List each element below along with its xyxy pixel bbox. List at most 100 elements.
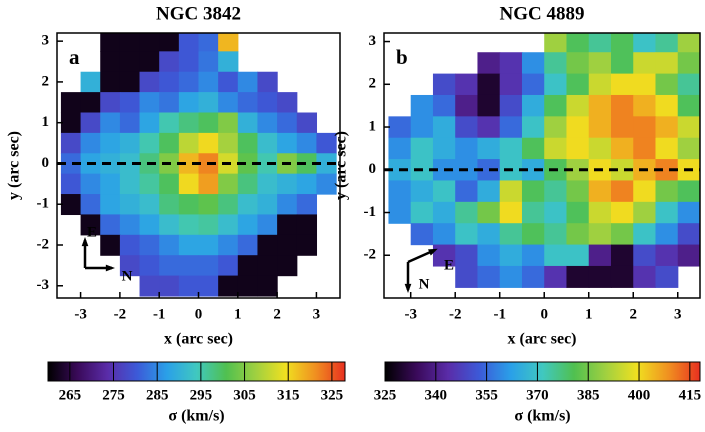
y-tick-label: 1 [369,118,377,134]
map-cell [218,71,239,93]
map-cell [521,94,545,117]
map-cell [633,116,657,139]
map-cell [218,51,239,73]
map-cell [588,223,612,246]
map-cell [296,153,318,175]
map-cell [432,116,456,139]
compass-label: N [419,276,430,292]
map-cell [159,255,180,277]
map-cell [139,173,160,195]
map-cell [566,137,590,160]
map-cell [159,194,180,216]
map-cell [257,275,278,297]
map-cell [432,201,456,224]
map-cell [198,92,219,114]
colorbar-tick-label: 285 [146,387,169,403]
map-cell [119,112,141,134]
map-cell [677,244,700,267]
map-cell [388,201,412,224]
map-cell [237,234,259,256]
map-cell [159,112,180,134]
map-cell [655,52,679,75]
map-cell [178,214,200,236]
map-cell [388,137,412,160]
map-cell [477,73,501,96]
map-cell [218,132,239,154]
map-cell [257,255,278,277]
map-cell [159,132,180,154]
map-cell [277,194,298,216]
map-cell [432,223,456,246]
map-cell [100,33,121,52]
map-cell [60,194,82,216]
map-cell [521,116,545,139]
map-cell [159,173,180,195]
map-cell [80,92,101,114]
map-cell [388,180,412,203]
x-tick-label: 1 [234,306,242,322]
map-cell [257,194,278,216]
map-cell [588,94,612,117]
map-cell [566,116,590,139]
x-tick-label: -2 [114,306,127,322]
map-cell [655,244,679,267]
map-cell [257,112,278,134]
map-cell [198,234,219,256]
x-tick-label: -2 [449,306,462,322]
map-cell [566,244,590,267]
map-cell [677,33,700,53]
map-cell [477,180,501,203]
map-cell [119,51,141,73]
map-cell [410,94,434,117]
map-cell [544,244,568,267]
map-cell [677,73,700,96]
map-cell [237,255,259,277]
map-cell [139,234,160,256]
y-tick-label: -3 [37,277,50,293]
arrow-head [404,283,412,293]
map-cell [499,223,523,246]
map-cell [610,137,634,160]
map-cell [198,51,219,73]
map-cell [499,244,523,267]
y-tick-label: 2 [42,73,50,89]
map-cell [159,51,180,73]
map-cell [159,92,180,114]
map-cell [277,214,298,236]
y-tick-label: -1 [364,204,377,220]
map-cell [237,71,259,93]
map-cell [610,180,634,203]
x-tick-label: 3 [313,306,321,322]
map-cell [455,201,479,224]
y-tick-label: 0 [369,161,377,177]
map-cell [455,223,479,246]
map-cell [296,112,318,134]
map-cell [237,214,259,236]
map-cell [544,137,568,160]
colorbar [384,361,701,382]
map-cell [499,201,523,224]
map-cell [218,33,239,52]
map-cell [521,52,545,75]
map-cell [277,234,298,256]
map-cell [544,223,568,246]
map-cell [588,180,612,203]
map-cell [566,73,590,96]
arrow-head [428,248,438,256]
map-cell [521,159,545,182]
map-cell [655,116,679,139]
map-cell [277,132,298,154]
map-cell [455,244,479,267]
map-cell [316,173,337,195]
map-cell [566,201,590,224]
map-cell [296,173,318,195]
map-cell [655,137,679,160]
map-cell [198,71,219,93]
y-tick-label: 2 [369,76,377,92]
map-cell [588,116,612,139]
map-cell [521,137,545,160]
x-axis-label: x (arc sec) [508,331,577,348]
map-cell [60,112,82,134]
map-cell [218,214,239,236]
map-cell [566,94,590,117]
